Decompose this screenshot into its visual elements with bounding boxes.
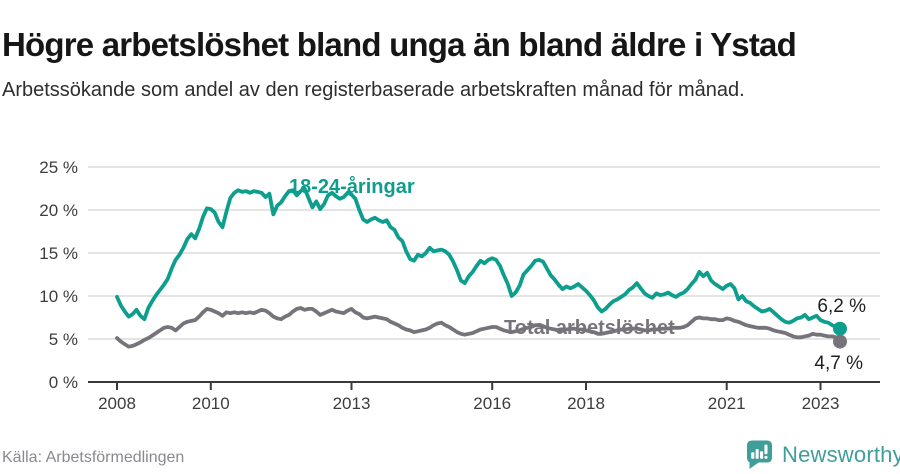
y-axis-tick-label: 5 % [49,330,78,349]
end-dot-total [833,334,847,349]
y-axis-tick-label: 20 % [39,201,78,220]
x-axis-tick-label: 2018 [567,394,605,413]
line-young [115,186,842,331]
x-axis-tick-label: 2016 [473,394,511,413]
line-total [115,306,842,349]
end-value-label-total: 4,7 % [814,353,863,374]
y-axis-tick-label: 0 % [49,373,78,392]
end-dot-young [833,321,847,336]
newsworthy-wordmark: Newsworthy [782,441,900,467]
chart-generated-layer: 0 % 5 % 10 % 15 % 20 % 25 % 2008 2010 2013 2016 20… [39,158,880,413]
x-axis-tick-label: 2021 [708,394,746,413]
x-axis-tick-label: 2023 [802,394,840,413]
series-label-young: 18-24-åringar [289,175,415,198]
y-axis-tick-label: 25 % [39,158,78,177]
line-chart: 0 % 5 % 10 % 15 % 20 % 25 % 2008 2010 2013 2016 20… [39,158,880,413]
x-axis-tick-label: 2008 [98,394,136,413]
y-axis-tick-label: 15 % [39,244,78,263]
x-axis-tick-label: 2013 [333,394,371,413]
page-title: Högre arbetslöshet bland unga än bland ä… [2,26,797,64]
series-label-total: Total arbetslöshet [504,317,675,339]
newsworthy-logo-icon [744,439,775,470]
newsworthy-brand: Newsworthy [744,439,900,470]
chart-subtitle: Arbetssökande som andel av den registerb… [2,79,745,101]
end-value-label-young: 6,2 % [817,296,866,317]
source-credit: Källa: Arbetsförmedlingen [2,449,185,466]
y-axis-tick-label: 10 % [39,287,78,306]
x-axis-tick-label: 2010 [192,394,230,413]
